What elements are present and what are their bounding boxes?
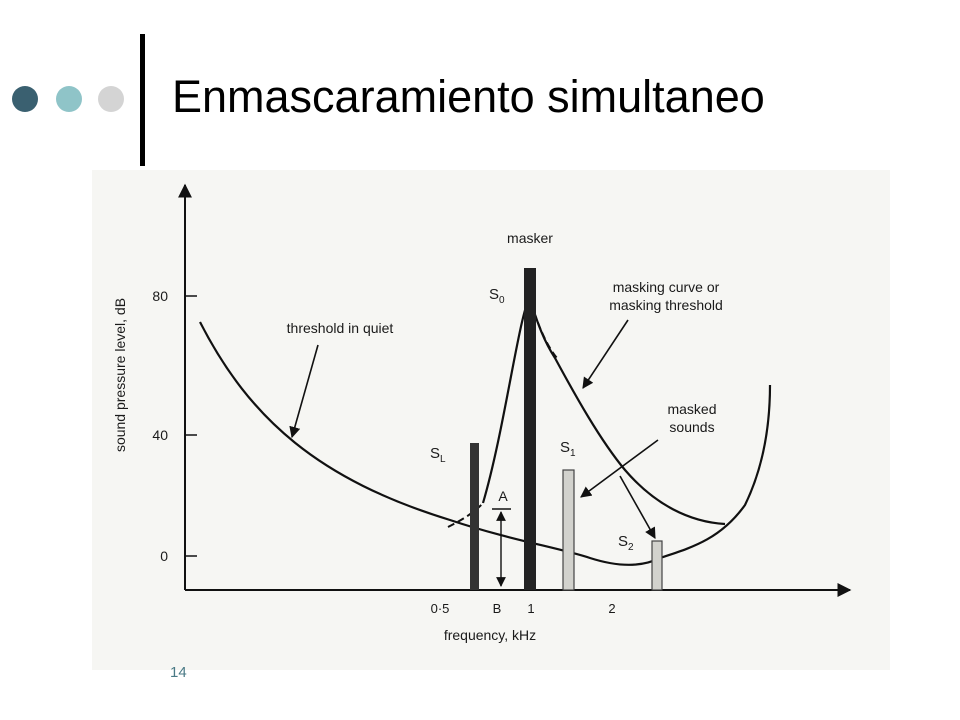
- x-tick-0-5: 0·5: [431, 601, 450, 616]
- masking-curve-dashed-low: [447, 502, 484, 528]
- page-number: 14: [170, 664, 187, 681]
- tone-bar-s2: [651, 540, 663, 591]
- label-s2: S2: [618, 533, 634, 553]
- dot-dark: [12, 86, 38, 112]
- arrow-masked-sounds-s1: [580, 439, 659, 498]
- masking-curve-dashed-top: [533, 311, 558, 359]
- y-tick-0: 0: [160, 548, 168, 564]
- y-axis-label: sound pressure level, dB: [112, 298, 128, 452]
- x-axis-label: frequency, kHz: [444, 627, 536, 643]
- y-tick-40: 40: [152, 427, 168, 443]
- arrow-masking-curve: [582, 319, 629, 389]
- slide-title: Enmascaramiento simultaneo: [172, 71, 765, 122]
- arrow-masked-sounds-s2: [619, 475, 656, 539]
- x-tick-B: B: [493, 601, 502, 616]
- masking-diagram: 80 40 0 sound pressure level, dB 0·5 B 1…: [92, 170, 890, 670]
- label-A: A: [498, 488, 508, 504]
- label-masked-2: sounds: [669, 419, 714, 435]
- title-divider: [140, 34, 145, 166]
- label-s1: S1: [560, 439, 576, 459]
- diagram-svg: 80 40 0 sound pressure level, dB 0·5 B 1…: [112, 183, 852, 643]
- label-masked-1: masked: [667, 401, 716, 417]
- y-tick-80: 80: [152, 288, 168, 304]
- arrow-threshold-in-quiet: [289, 344, 319, 439]
- label-threshold-in-quiet: threshold in quiet: [287, 320, 394, 336]
- x-tick-2: 2: [608, 601, 615, 616]
- label-sl: SL: [430, 445, 446, 465]
- label-s0: S0: [489, 286, 505, 306]
- label-masking-curve-1: masking curve or: [613, 279, 720, 295]
- label-masker: masker: [507, 230, 553, 246]
- tone-bar-s1: [562, 469, 575, 591]
- masker-bar-s0: [524, 268, 536, 590]
- tone-bar-sl: [470, 443, 479, 590]
- label-masking-curve-2: masking threshold: [609, 297, 723, 313]
- dot-teal: [56, 86, 82, 112]
- x-tick-1: 1: [527, 601, 534, 616]
- dot-grey: [98, 86, 124, 112]
- threshold-in-quiet-curve: [199, 321, 772, 566]
